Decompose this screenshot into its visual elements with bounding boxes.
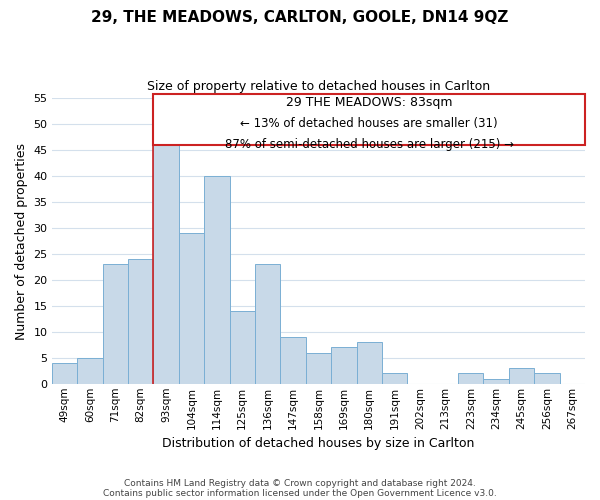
Bar bbox=[534, 374, 560, 384]
Bar bbox=[306, 352, 331, 384]
Bar bbox=[280, 337, 306, 384]
Text: 29, THE MEADOWS, CARLTON, GOOLE, DN14 9QZ: 29, THE MEADOWS, CARLTON, GOOLE, DN14 9Q… bbox=[91, 10, 509, 25]
Bar bbox=[331, 348, 356, 384]
Bar bbox=[52, 363, 77, 384]
Bar bbox=[484, 378, 509, 384]
Bar bbox=[77, 358, 103, 384]
Bar bbox=[230, 311, 255, 384]
Bar bbox=[204, 176, 230, 384]
Title: Size of property relative to detached houses in Carlton: Size of property relative to detached ho… bbox=[147, 80, 490, 93]
Bar bbox=[382, 374, 407, 384]
Text: 29 THE MEADOWS: 83sqm: 29 THE MEADOWS: 83sqm bbox=[286, 96, 452, 108]
Text: Contains public sector information licensed under the Open Government Licence v3: Contains public sector information licen… bbox=[103, 488, 497, 498]
Bar bbox=[356, 342, 382, 384]
Text: 87% of semi-detached houses are larger (215) →: 87% of semi-detached houses are larger (… bbox=[225, 138, 514, 151]
Bar bbox=[103, 264, 128, 384]
Bar bbox=[128, 259, 154, 384]
Y-axis label: Number of detached properties: Number of detached properties bbox=[15, 142, 28, 340]
Text: ← 13% of detached houses are smaller (31): ← 13% of detached houses are smaller (31… bbox=[241, 117, 498, 130]
FancyBboxPatch shape bbox=[154, 94, 585, 145]
Bar bbox=[255, 264, 280, 384]
Bar bbox=[154, 145, 179, 384]
Bar bbox=[509, 368, 534, 384]
Bar bbox=[458, 374, 484, 384]
Bar bbox=[179, 234, 204, 384]
X-axis label: Distribution of detached houses by size in Carlton: Distribution of detached houses by size … bbox=[162, 437, 475, 450]
Text: Contains HM Land Registry data © Crown copyright and database right 2024.: Contains HM Land Registry data © Crown c… bbox=[124, 478, 476, 488]
